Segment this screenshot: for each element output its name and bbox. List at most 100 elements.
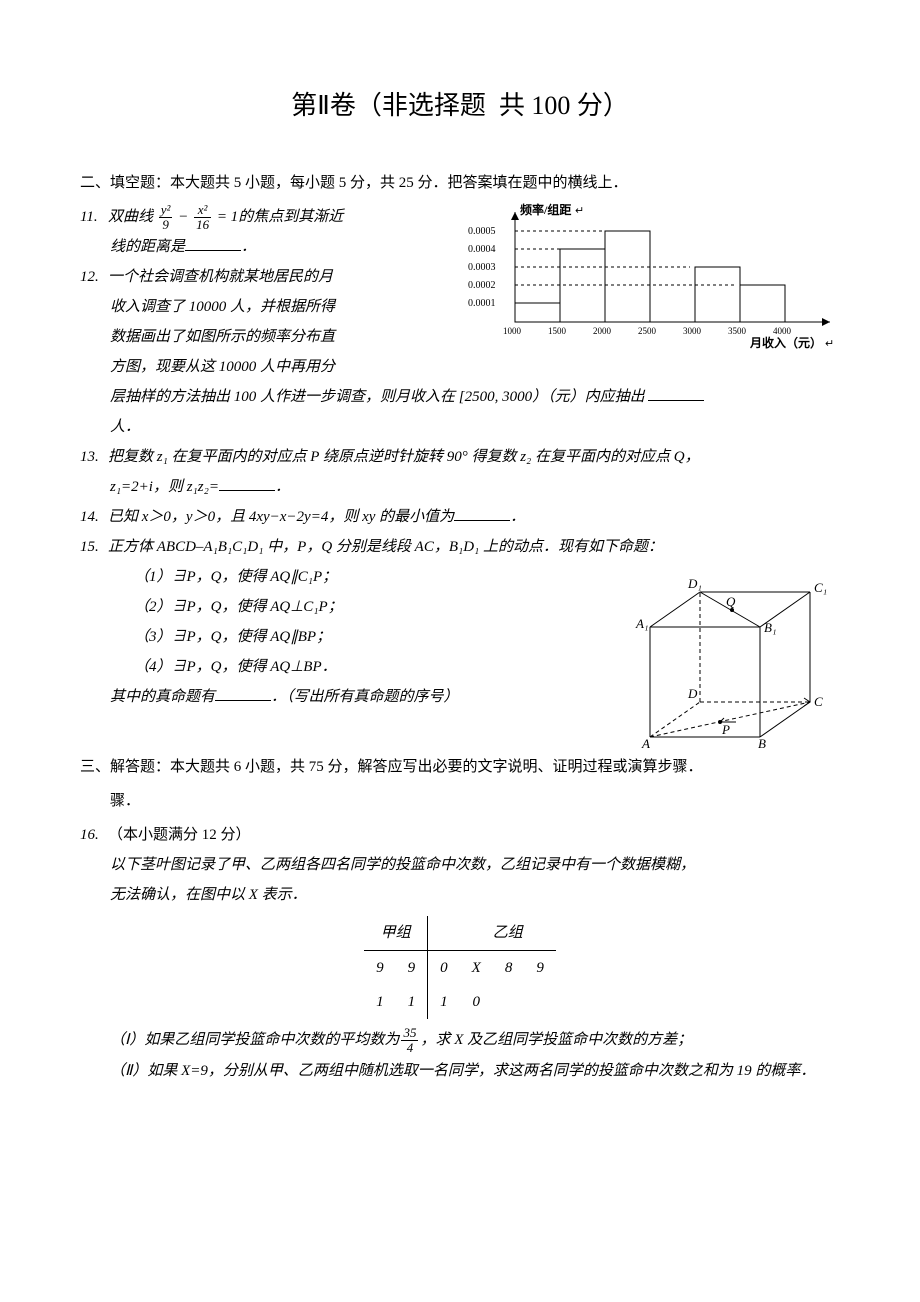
stemleaf-head-right: 乙组	[460, 916, 556, 951]
q13-l2a: z₁=2+i，则 z₁z₂=	[110, 479, 219, 495]
q16-part1: （Ⅰ）如果乙组同学投篮命中次数的平均数为354，求 X 及乙组同学投篮命中次数的…	[110, 1025, 840, 1055]
q12-number: 12.	[80, 262, 108, 292]
label-D: D	[687, 686, 698, 701]
ytick-label: 0.0004	[468, 244, 496, 255]
q15-item-4: （4）∃P，Q，使得 AQ⊥BP．	[134, 652, 620, 682]
title-prefix: 第Ⅱ卷（非选择题	[291, 91, 486, 120]
q14-number: 14.	[80, 502, 108, 532]
stem-cell: 0	[428, 951, 460, 986]
answer-blank	[185, 235, 241, 251]
q16-p1-a: （Ⅰ）如果乙组同学投篮命中次数的平均数为	[110, 1032, 399, 1048]
q13-l2b: ．	[275, 479, 290, 495]
stem-cell: 1	[428, 985, 460, 1019]
frac-den: 4	[401, 1041, 418, 1055]
fraction-y2-9: y²9	[159, 203, 173, 233]
label-B: B	[758, 736, 766, 751]
title-suffix: 共 100 分）	[499, 91, 629, 120]
label-P: P	[721, 722, 730, 737]
frac-den: 16	[194, 218, 211, 232]
q16-part2: （Ⅱ）如果 X=9，分别从甲、乙两组中随机选取一名同学，求这两名同学的投篮命中次…	[110, 1056, 840, 1086]
xtick-label: 4000	[773, 326, 792, 336]
label-D1: D₁	[687, 576, 702, 591]
ytick-label: 0.0002	[468, 280, 496, 291]
section3-heading-cont: 骤．	[110, 786, 840, 816]
q11-text-a: 双曲线	[108, 209, 153, 225]
question-13: 13.把复数 z₁ 在复平面内的对应点 P 绕原点逆时针旋转 90° 得复数 z…	[80, 442, 840, 502]
q15-tail-b: ．（写出所有真命题的序号）	[271, 689, 459, 705]
q15-item-1: （1）∃P，Q，使得 AQ∥C₁P；	[134, 562, 620, 592]
histogram-figure: 0.0001 0.0002 0.0003 0.0004 0.0005	[460, 202, 840, 352]
q11-text-b: 的焦点到其渐近	[238, 209, 343, 225]
ytick-label: 0.0005	[468, 226, 496, 237]
frac-den: 9	[159, 218, 173, 232]
answer-blank	[648, 385, 704, 401]
frac-num: y²	[159, 203, 173, 218]
q12-l1: 一个社会调查机构就某地居民的月	[108, 269, 333, 285]
q13-l1: 把复数 z₁ 在复平面内的对应点 P 绕原点逆时针旋转 90° 得复数 z₂ 在…	[108, 449, 700, 465]
minus-sign: −	[178, 209, 188, 225]
ytick-label: 0.0003	[468, 262, 496, 273]
histogram-ylabel: 频率/组距	[520, 202, 571, 217]
label-A: A	[641, 736, 650, 751]
q15-item-3: （3）∃P，Q，使得 AQ∥BP；	[134, 622, 620, 652]
question-14: 14.已知 x＞0，y＞0，且 4xy−x−2y=4，则 xy 的最小值为 ．	[80, 502, 840, 532]
q15-tail-a: 其中的真命题有	[110, 689, 215, 705]
leaf-cell: X	[460, 951, 493, 986]
question-16: 16.（本小题满分 12 分）	[80, 820, 840, 850]
xtick-label: 1500	[548, 326, 567, 336]
q15-row: （1）∃P，Q，使得 AQ∥C₁P； （2）∃P，Q，使得 AQ⊥C₁P； （3…	[80, 562, 840, 752]
stem-leaf-table: 甲组 乙组 9 9 0 X 8 9 1 1 1 0	[364, 916, 556, 1019]
leaf-cell	[524, 985, 556, 1019]
xtick-label: 3500	[728, 326, 747, 336]
q15-item-2: （2）∃P，Q，使得 AQ⊥C₁P；	[134, 592, 620, 622]
arrow-up-icon	[511, 212, 519, 220]
stemleaf-row: 1 1 1 0	[364, 985, 556, 1019]
q11-q12-row: 11.双曲线 y²9 − x²16 = 1的焦点到其渐近 线的距离是 ． 12.一…	[80, 202, 840, 382]
leaf-cell: 0	[460, 985, 493, 1019]
q16-l2: 无法确认，在图中以 X 表示．	[110, 880, 840, 910]
q12-l6: 人．	[110, 412, 840, 442]
q11-line2: 线的距离是	[110, 239, 185, 255]
q16-number: 16.	[80, 820, 108, 850]
leaf-cell: 9	[364, 951, 396, 986]
question-12: 12.一个社会调查机构就某地居民的月 收入调查了 10000 人，并根据所得 数…	[80, 262, 460, 382]
fraction-x2-16: x²16	[194, 203, 211, 233]
answer-blank	[454, 505, 510, 521]
fraction-35-4: 354	[401, 1026, 418, 1056]
label-A1: A₁	[635, 616, 648, 631]
cube-figure: A B C D A₁ B₁ C₁ D₁ P Q	[620, 562, 840, 752]
histogram-xlabel: 月收入（元）	[749, 335, 822, 350]
equals-one: = 1	[217, 209, 238, 225]
q11-number: 11.	[80, 202, 108, 232]
q12-l4: 方图，现要从这 10000 人中再用分	[110, 352, 460, 382]
leaf-cell: 9	[396, 951, 428, 986]
section3-heading: 三、解答题：本大题共 6 小题，共 75 分，解答应写出必要的文字说明、证明过程…	[80, 752, 840, 782]
q16-l1: 以下茎叶图记录了甲、乙两组各四名同学的投篮命中次数，乙组记录中有一个数据模糊，	[110, 850, 840, 880]
label-C: C	[814, 694, 823, 709]
xtick-label: 2500	[638, 326, 657, 336]
question-15: 15.正方体 ABCD–A₁B₁C₁D₁ 中，P，Q 分别是线段 AC，B₁D₁…	[80, 532, 840, 562]
label-B1: B₁	[764, 620, 776, 635]
stemleaf-row: 9 9 0 X 8 9	[364, 951, 556, 986]
q15-number: 15.	[80, 532, 108, 562]
question-11: 11.双曲线 y²9 − x²16 = 1的焦点到其渐近 线的距离是 ．	[80, 202, 460, 262]
xtick-label: 2000	[593, 326, 612, 336]
svg-text:↵: ↵	[575, 205, 584, 217]
answer-blank	[215, 685, 271, 701]
q14-text: 已知 x＞0，y＞0，且 4xy−x−2y=4，则 xy 的最小值为	[108, 509, 454, 525]
q13-number: 13.	[80, 442, 108, 472]
frac-num: 35	[401, 1026, 418, 1041]
leaf-cell	[493, 985, 525, 1019]
xtick-label: 1000	[503, 326, 522, 336]
q15-intro: 正方体 ABCD–A₁B₁C₁D₁ 中，P，Q 分别是线段 AC，B₁D₁ 上的…	[108, 539, 663, 555]
period: ．	[241, 239, 256, 255]
answer-blank	[219, 475, 275, 491]
frac-num: x²	[194, 203, 211, 218]
section-title: 第Ⅱ卷（非选择题 共 100 分）	[80, 80, 840, 132]
label-Q: Q	[726, 594, 736, 609]
period: ．	[510, 509, 525, 525]
leaf-cell: 9	[524, 951, 556, 986]
q12-l5: 层抽样的方法抽出 100 人作进一步调查，则月收入在 [2500, 3000）（…	[110, 389, 645, 405]
q12-l2: 收入调查了 10000 人，并根据所得	[110, 292, 460, 322]
q12-cont: 层抽样的方法抽出 100 人作进一步调查，则月收入在 [2500, 3000）（…	[110, 382, 840, 442]
